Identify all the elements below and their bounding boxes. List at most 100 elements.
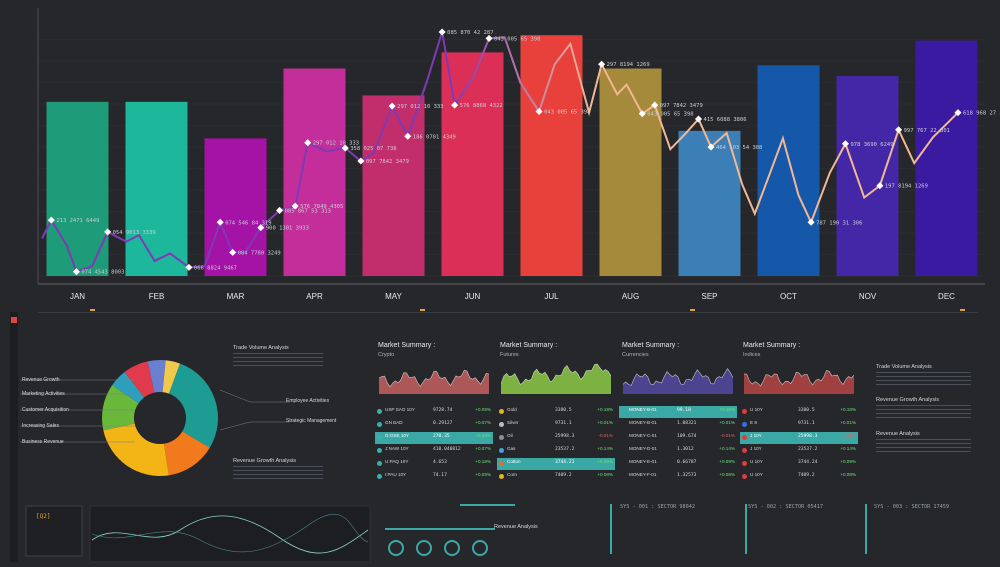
market-row-change: +0.08% [840,472,856,477]
donut-label: Customer Acquisition [22,407,69,413]
market-row[interactable]: G:GSE 10Y 270.35 +0.44% [375,432,493,444]
bar-may [362,95,425,277]
x-tick-label: NOV [859,292,877,301]
line-point [485,34,493,42]
market-row[interactable]: Oil 25998.3 -0.01% [497,432,615,444]
market-row-name: MONEY-B-01 [629,407,657,412]
x-tick-label: SEP [701,292,717,301]
point-value-label: 576 7849 4305 [300,204,343,210]
market-row[interactable]: Silver 9731.1 +0.01% [497,419,615,431]
market-row-name: I:PAU 10Y [385,472,407,477]
donut-slice [147,360,166,393]
market-row-price: 0.66787 [677,460,697,465]
bar-apr [283,68,346,277]
market-row[interactable]: J:NAW 10Y 410.040012 +0.07% [375,445,493,457]
point-value-label: 074 4543 8003 [81,270,124,276]
bar-sep [678,130,741,276]
q2-tag: [Q2] [36,513,51,520]
market-row-price: 74.17 [433,473,447,478]
line-point [954,109,962,117]
donut-label: Marketing Activities [22,391,65,397]
line-point [451,101,459,109]
line-point [638,110,646,118]
line-point [598,60,606,68]
line-point [535,107,543,116]
donut-chart [102,360,219,476]
market-row-name: U 10Y [750,459,763,464]
market-row-name: Corn [507,472,517,477]
market-row[interactable]: GN BAD 0.29127 +0.07% [375,419,493,431]
market-row[interactable]: MONEY-E-01 0.66787 +0.09% [619,458,737,470]
x-tick-label: FEB [149,292,165,301]
market-row[interactable]: U 10Y 3380.5 +0.18% [740,406,858,418]
donut-slice [162,360,180,394]
market-title: Market Summary : [622,342,680,349]
market-row-name: G:GSE 10Y [385,433,410,438]
market-row-name: Silver [507,420,519,425]
market-row[interactable]: MONEY-C-01 109.674 -0.01% [619,432,737,444]
donut-label: Strategic Management [286,418,337,424]
market-row[interactable]: MONEY-B-01 99.18 +0.18% [619,406,737,418]
bar-jan [46,101,109,276]
market-row[interactable]: Cotton 3744.21 +0.09% [497,458,615,470]
note-revenue-growth-title: Revenue Growth Analysis [233,458,296,464]
market-row[interactable]: Gas 23537.2 +0.14% [497,445,615,457]
market-row-change: +0.18% [597,407,613,412]
right-note-revenue-text [876,439,971,455]
market-title: Market Summary : [743,342,801,349]
market-row-price: 23537.2 [555,447,575,452]
market-row-price: 410.040012 [433,447,461,452]
market-row-change: +0.01% [719,420,735,425]
market-row[interactable]: U:PAQ 10Y 4.653 +0.18% [375,458,493,470]
line-path [41,31,959,273]
point-value-label: 097 7842 3479 [366,159,409,165]
market-row[interactable]: MONEY-B-01 1.08321 +0.01% [619,419,737,431]
line-point [895,126,903,134]
sys-label-3: SYS - 003 : SECTOR 17459 [874,504,949,510]
x-tick-label: JUL [544,292,559,301]
market-row[interactable]: USP SAO 10Y 9728.74 +0.09% [375,406,493,418]
market-row-change: +0.08% [597,472,613,477]
market-row[interactable]: MONEY-F-01 1.32573 +0.08% [619,471,737,483]
line-point [404,132,412,140]
bottom-widgets [25,504,867,563]
market-panel: Market Summary : Currencies MONEY-B-01 99.1… [619,340,737,495]
market-row-icon [499,422,504,427]
donut-label: Business Revenue [22,439,64,445]
market-row[interactable]: E 8 9731.1 +0.01% [740,419,858,431]
market-row-price: 1.08321 [677,421,697,426]
market-row-change: +0.44% [475,433,491,438]
donut-slice [102,385,139,431]
note-trade-volume-title: Trade Volume Analysis [233,345,289,351]
market-row[interactable]: U 10Y 3744.24 +0.09% [740,458,858,470]
right-note-revenue-growth-text [876,405,971,421]
market-row-name: E 8 [750,420,757,425]
market-panel: Market Summary : Crypto USP SAO 10Y 9728.74… [375,340,493,495]
market-row-name: Gold [507,407,517,412]
market-row[interactable]: MONEY-D-01 1.3012 +0.14% [619,445,737,457]
market-row[interactable]: Corn 7409.2 +0.08% [497,471,615,483]
bar-aug [599,68,662,277]
line-point [257,224,265,232]
line-series [41,31,959,273]
market-row[interactable]: I:PAU 10Y 74.17 +0.09% [375,471,493,483]
right-note-revenue-growth-title: Revenue Growth Analysis [876,397,939,403]
market-row-icon [742,422,747,427]
market-row-name: J 10Y [750,446,762,451]
line-point [357,157,365,165]
market-row[interactable]: J 10Y 25998.3 -0.01% [740,432,858,444]
market-row[interactable]: U 10Y 7409.2 +0.08% [740,471,858,483]
bar-oct [757,65,820,276]
market-row[interactable]: Gold 3380.5 +0.18% [497,406,615,418]
market-row-change: +0.14% [597,446,613,451]
market-row-icon [499,474,504,479]
market-row[interactable]: J 10Y 23537.2 +0.14% [740,445,858,457]
bar-feb [125,101,188,276]
point-value-label: 043 005 65 398 [647,112,693,118]
line-point [72,268,80,276]
market-row-price: 9731.1 [798,421,815,426]
bar-series [46,35,978,277]
market-subtitle: Crypto [378,352,395,358]
market-row-change: +0.09% [597,459,613,464]
market-row-price: 3380.5 [555,408,572,413]
